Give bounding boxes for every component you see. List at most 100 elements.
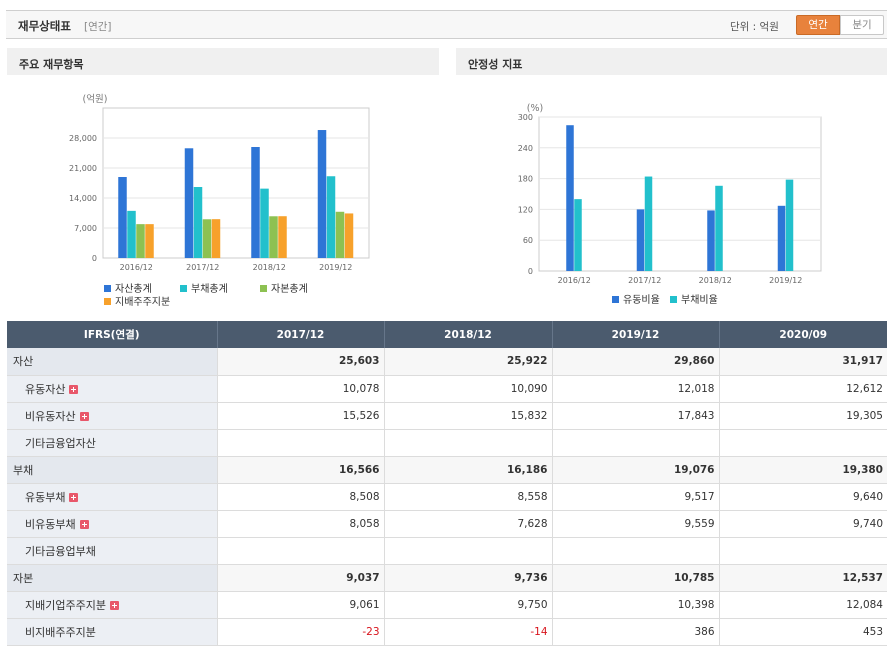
y-tick-label: 0 [92, 254, 97, 263]
row-label: 유동자산 [25, 382, 66, 396]
bar[interactable] [184, 148, 194, 258]
row-label-cell[interactable]: 비유동자산 [7, 402, 218, 430]
table-row: 지배기업주주지분 9,061 9,750 10,398 12,084 [7, 591, 887, 619]
row-label-cell[interactable]: 유동부채 [7, 483, 218, 511]
value-cell: 19,305 [719, 402, 887, 430]
table-row: 유동부채 8,508 8,558 9,517 9,640 [7, 483, 887, 511]
bar[interactable] [566, 125, 574, 271]
legend-swatch [612, 296, 619, 303]
bar[interactable] [269, 216, 278, 258]
row-label-cell[interactable]: 유동자산 [7, 375, 218, 403]
value-cell: 15,526 [217, 402, 385, 430]
table-row: 비지배주주지분 -23 -14 386 453 [7, 618, 887, 646]
quarter-button[interactable]: 분기 [840, 15, 884, 35]
bar[interactable] [127, 210, 136, 258]
legend-swatch [180, 285, 187, 292]
expand-plus-icon[interactable] [69, 492, 79, 502]
row-label: 기타금융업자산 [25, 436, 96, 450]
value-cell: 12,084 [719, 591, 887, 619]
x-tick-label: 2016/12 [120, 263, 153, 272]
bar[interactable] [707, 210, 715, 271]
value-cell: -14 [384, 618, 553, 646]
legend-swatch [670, 296, 677, 303]
table-header-row: IFRS(연결) 2017/12 2018/12 2019/12 2020/09 [7, 321, 887, 348]
legend-label: 부채비율 [681, 294, 718, 306]
y-tick-label: 21,000 [69, 164, 97, 173]
table-row: 자산 25,603 25,922 29,860 31,917 [7, 348, 887, 376]
bar[interactable] [777, 205, 786, 271]
financial-items-chart-title: 주요 재무항목 [7, 48, 439, 75]
value-cell: 8,058 [217, 510, 385, 538]
value-cell: 9,740 [719, 510, 887, 538]
bar[interactable] [326, 176, 336, 258]
bar[interactable] [251, 147, 260, 258]
row-label: 비유동자산 [25, 409, 76, 423]
stability-chart-title: 안정성 지표 [456, 48, 887, 75]
value-cell: 8,508 [217, 483, 385, 511]
header-cell: IFRS(연결) [7, 321, 218, 348]
bar[interactable] [136, 224, 145, 258]
legend-label: 자본총계 [271, 283, 308, 295]
bar[interactable] [260, 188, 269, 258]
table-row: 자본 9,037 9,736 10,785 12,537 [7, 564, 887, 592]
bar[interactable] [193, 187, 203, 258]
bar[interactable] [145, 224, 154, 258]
financial-items-chart: (억원) 0 7,000 14,000 21,000 28,000 2016/12 2017/… [69, 93, 370, 308]
y-tick-label: 14,000 [69, 194, 97, 203]
table-row: 기타금융업자산 [7, 429, 887, 457]
y-axis-label: (%) [527, 103, 543, 114]
bar[interactable] [118, 177, 127, 258]
row-label-cell[interactable]: 비유동부채 [7, 510, 218, 538]
balance-sheet-table: IFRS(연결) 2017/12 2018/12 2019/12 2020/09… [7, 321, 887, 646]
value-cell: 12,537 [719, 564, 887, 592]
y-tick-label: 300 [518, 113, 533, 122]
value-cell: 9,517 [552, 483, 720, 511]
bar[interactable] [202, 219, 212, 258]
statement-header: 재무상태표 [연간] 단위 : 억원 연간 분기 [6, 10, 887, 39]
bar[interactable] [636, 209, 645, 271]
value-cell: 16,566 [217, 456, 385, 484]
row-label-cell: 자본 [7, 564, 218, 592]
value-cell [719, 429, 887, 457]
value-cell: 9,037 [217, 564, 385, 592]
row-label: 유동부채 [25, 490, 66, 504]
bar[interactable] [574, 199, 582, 271]
value-cell: 9,640 [719, 483, 887, 511]
bar[interactable] [211, 219, 221, 258]
table-row: 비유동자산 15,526 15,832 17,843 19,305 [7, 402, 887, 430]
expand-plus-icon[interactable] [109, 600, 119, 610]
value-cell: 25,603 [217, 348, 385, 376]
value-cell [719, 537, 887, 565]
bar[interactable] [317, 130, 327, 258]
bar[interactable] [344, 213, 354, 258]
y-tick-label: 0 [528, 267, 533, 276]
value-cell: 7,628 [384, 510, 553, 538]
value-cell: 19,380 [719, 456, 887, 484]
value-cell [384, 429, 553, 457]
y-tick-label: 120 [518, 205, 533, 214]
legend-label: 유동비율 [623, 294, 660, 306]
bar[interactable] [785, 179, 794, 271]
expand-plus-icon[interactable] [79, 519, 89, 529]
annual-button[interactable]: 연간 [796, 15, 840, 35]
y-axis-label: (억원) [83, 93, 108, 105]
row-label: 기타금융업부채 [25, 544, 96, 558]
expand-plus-icon[interactable] [79, 411, 89, 421]
x-tick-label: 2019/12 [769, 276, 802, 285]
x-tick-label: 2016/12 [558, 276, 591, 285]
row-label-cell[interactable]: 지배기업주주지분 [7, 591, 218, 619]
expand-plus-icon[interactable] [69, 384, 79, 394]
value-cell: 9,061 [217, 591, 385, 619]
bar[interactable] [644, 176, 653, 271]
x-tick-label: 2017/12 [628, 276, 661, 285]
row-label: 자산 [13, 355, 34, 369]
bar[interactable] [715, 185, 723, 271]
legend-swatch [104, 298, 111, 305]
value-cell: -23 [217, 618, 385, 646]
unit-label: 단위 : 억원 [730, 21, 779, 33]
plot-area [538, 116, 822, 272]
bar[interactable] [278, 216, 287, 258]
bar[interactable] [335, 211, 345, 258]
value-cell [384, 537, 553, 565]
header-cell: 2017/12 [217, 321, 385, 348]
